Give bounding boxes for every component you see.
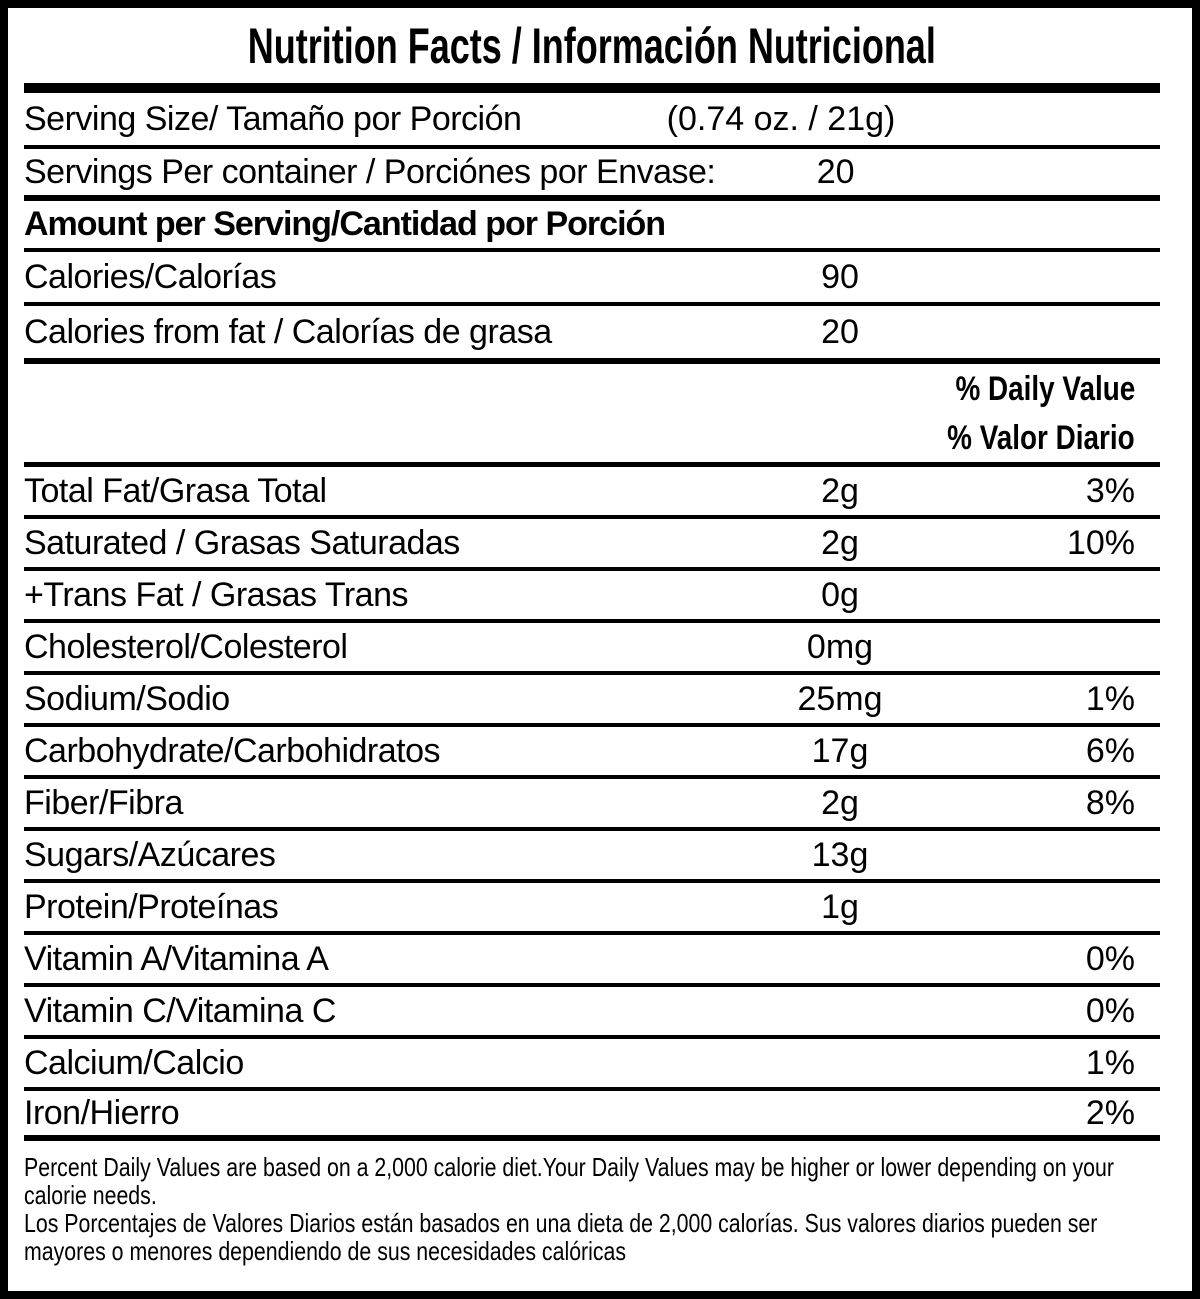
nutrient-amount: 2g [821,523,859,562]
footnote: Percent Daily Values are based on a 2,00… [24,1141,1160,1291]
label-content: Nutrition Facts / Información Nutriciona… [8,8,1192,1291]
nutrient-label: Sugars/Azúcares [24,835,276,874]
label-title: Nutrition Facts / Información Nutriciona… [247,17,937,74]
nutrient-row-sugars: Sugars/Azúcares 13g [24,831,1160,883]
calories-from-fat-label: Calories from fat / Calorías de grasa [24,312,552,351]
nutrient-label: Cholesterol/Colesterol [24,627,348,666]
nutrient-row-total-fat: Total Fat/Grasa Total 2g 3% [24,467,1160,519]
daily-value-header-es: % Valor Diario [947,419,1135,457]
nutrient-dv: 0% [1085,991,1135,1030]
nutrient-label: +Trans Fat / Grasas Trans [24,575,408,614]
serving-size-value: (0.74 oz. / 21g) [666,99,896,138]
footnote-line: Percent Daily Values are based on a 2,00… [24,1153,1160,1181]
nutrient-row-saturated-fat: Saturated / Grasas Saturadas 2g 10% [24,519,1160,571]
serving-size-row: Serving Size/ Tamaño por Porción (0.74 o… [24,93,1160,149]
calories-from-fat-value: 20 [821,312,859,351]
nutrient-amount: 2g [821,471,859,510]
servings-per-container-row: Servings Per container / Porciónes por E… [24,149,1160,201]
nutrient-amount: 13g [811,835,869,874]
footnote-line: calorie needs. [24,1181,1160,1209]
nutrient-row-trans-fat: +Trans Fat / Grasas Trans 0g [24,571,1160,623]
daily-value-header-es-row: % Valor Diario [24,415,1160,467]
nutrient-amount: 0g [821,575,859,614]
nutrient-dv: 0% [1085,939,1135,978]
nutrient-label: Saturated / Grasas Saturadas [24,523,460,562]
nutrient-row-vitamin-a: Vitamin A/Vitamina A 0% [24,935,1160,987]
nutrient-amount: 2g [821,783,859,822]
nutrient-label: Vitamin A/Vitamina A [24,939,329,978]
amount-per-serving-header-row: Amount per Serving/Cantidad por Porción [24,201,1160,252]
footnote-en-line2: calorie needs. [24,1180,157,1210]
nutrient-label: Vitamin C/Vitamina C [24,991,336,1030]
nutrient-amount: 1g [821,887,859,926]
nutrient-amount: 17g [811,731,869,770]
nutrient-dv: 2% [1085,1093,1135,1132]
nutrient-amount: 25mg [797,679,883,718]
nutrient-dv: 1% [1085,679,1135,718]
footnote-line: Los Porcentajes de Valores Diarios están… [24,1209,1160,1237]
title-divider-bar [24,83,1160,93]
nutrient-row-cholesterol: Cholesterol/Colesterol 0mg [24,623,1160,675]
calories-value: 90 [821,257,859,296]
nutrient-row-iron: Iron/Hierro 2% [24,1091,1160,1141]
footnote-es-line2: mayores o menores dependiendo de sus nec… [24,1236,627,1266]
nutrient-row-sodium: Sodium/Sodio 25mg 1% [24,675,1160,727]
serving-size-label: Serving Size/ Tamaño por Porción [24,99,522,138]
nutrient-dv: 8% [1085,783,1135,822]
nutrient-label: Carbohydrate/Carbohidratos [24,731,441,770]
nutrient-row-protein: Protein/Proteínas 1g [24,883,1160,935]
footnote-es-line1: Los Porcentajes de Valores Diarios están… [24,1208,1098,1238]
nutrient-amount: 0mg [806,627,874,666]
nutrient-dv: 3% [1085,471,1135,510]
nutrient-label: Fiber/Fibra [24,783,183,822]
nutrient-dv: 1% [1085,1043,1135,1082]
nutrient-label: Total Fat/Grasa Total [24,471,327,510]
calories-row: Calories/Calorías 90 [24,252,1160,306]
nutrient-dv: 6% [1085,731,1135,770]
label-title-row: Nutrition Facts / Información Nutriciona… [24,8,1160,83]
footnote-line: mayores o menores dependiendo de sus nec… [24,1237,1160,1265]
servings-per-container-value: 20 [816,152,855,191]
daily-value-header-en-row: % Daily Value [24,364,1160,415]
calories-label: Calories/Calorías [24,257,277,296]
daily-value-header-en: % Daily Value [955,370,1135,408]
nutrient-row-carbohydrate: Carbohydrate/Carbohidratos 17g 6% [24,727,1160,779]
nutrient-label: Calcium/Calcio [24,1043,244,1082]
nutrient-row-fiber: Fiber/Fibra 2g 8% [24,779,1160,831]
nutrient-label: Sodium/Sodio [24,679,230,718]
calories-from-fat-row: Calories from fat / Calorías de grasa 20 [24,306,1160,364]
nutrient-row-vitamin-c: Vitamin C/Vitamina C 0% [24,987,1160,1039]
nutrient-label: Protein/Proteínas [24,887,279,926]
nutrient-label: Iron/Hierro [24,1093,180,1132]
footnote-en-line1: Percent Daily Values are based on a 2,00… [24,1152,1114,1182]
nutrient-dv: 10% [1066,523,1135,562]
amount-per-serving-header: Amount per Serving/Cantidad por Porción [24,205,666,243]
nutrient-row-calcium: Calcium/Calcio 1% [24,1039,1160,1091]
servings-per-container-label: Servings Per container / Porciónes por E… [24,152,716,191]
